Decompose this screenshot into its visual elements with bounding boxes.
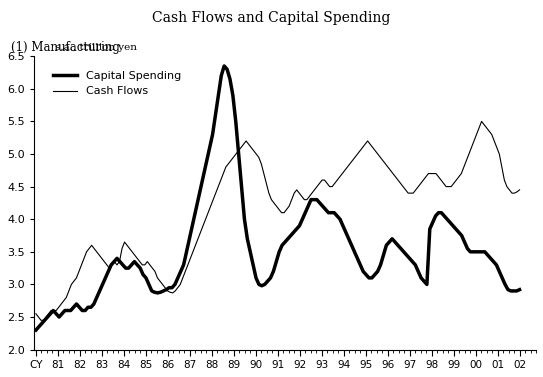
Capital Spending (172, 282, 178, 287)
Line: Capital Spending: Capital Spending (36, 66, 520, 330)
Capital Spending (311, 198, 317, 202)
Capital Spending (198, 184, 204, 189)
Cash Flows (311, 188, 318, 192)
Cash Flows (230, 155, 237, 159)
Capital Spending (119, 263, 126, 267)
Capital Spending (33, 328, 39, 333)
Cash Flows (33, 311, 39, 316)
Capital Spending (319, 204, 326, 208)
Capital Spending (221, 64, 228, 68)
Cash Flows (516, 188, 523, 192)
Capital Spending (516, 287, 523, 292)
Cash Flows (235, 149, 242, 153)
Line: Cash Flows: Cash Flows (36, 121, 520, 320)
Text: s.a., trillion yen: s.a., trillion yen (55, 43, 137, 52)
Cash Flows (278, 210, 285, 215)
Legend: Capital Spending, Cash Flows: Capital Spending, Cash Flows (49, 67, 185, 100)
Text: (1) Manufacturing: (1) Manufacturing (11, 41, 120, 54)
Cash Flows (478, 119, 485, 124)
Cash Flows (339, 171, 345, 176)
Text: Cash Flows and Capital Spending: Cash Flows and Capital Spending (153, 11, 390, 25)
Cash Flows (93, 250, 100, 254)
Capital Spending (421, 279, 427, 284)
Cash Flows (37, 318, 44, 323)
